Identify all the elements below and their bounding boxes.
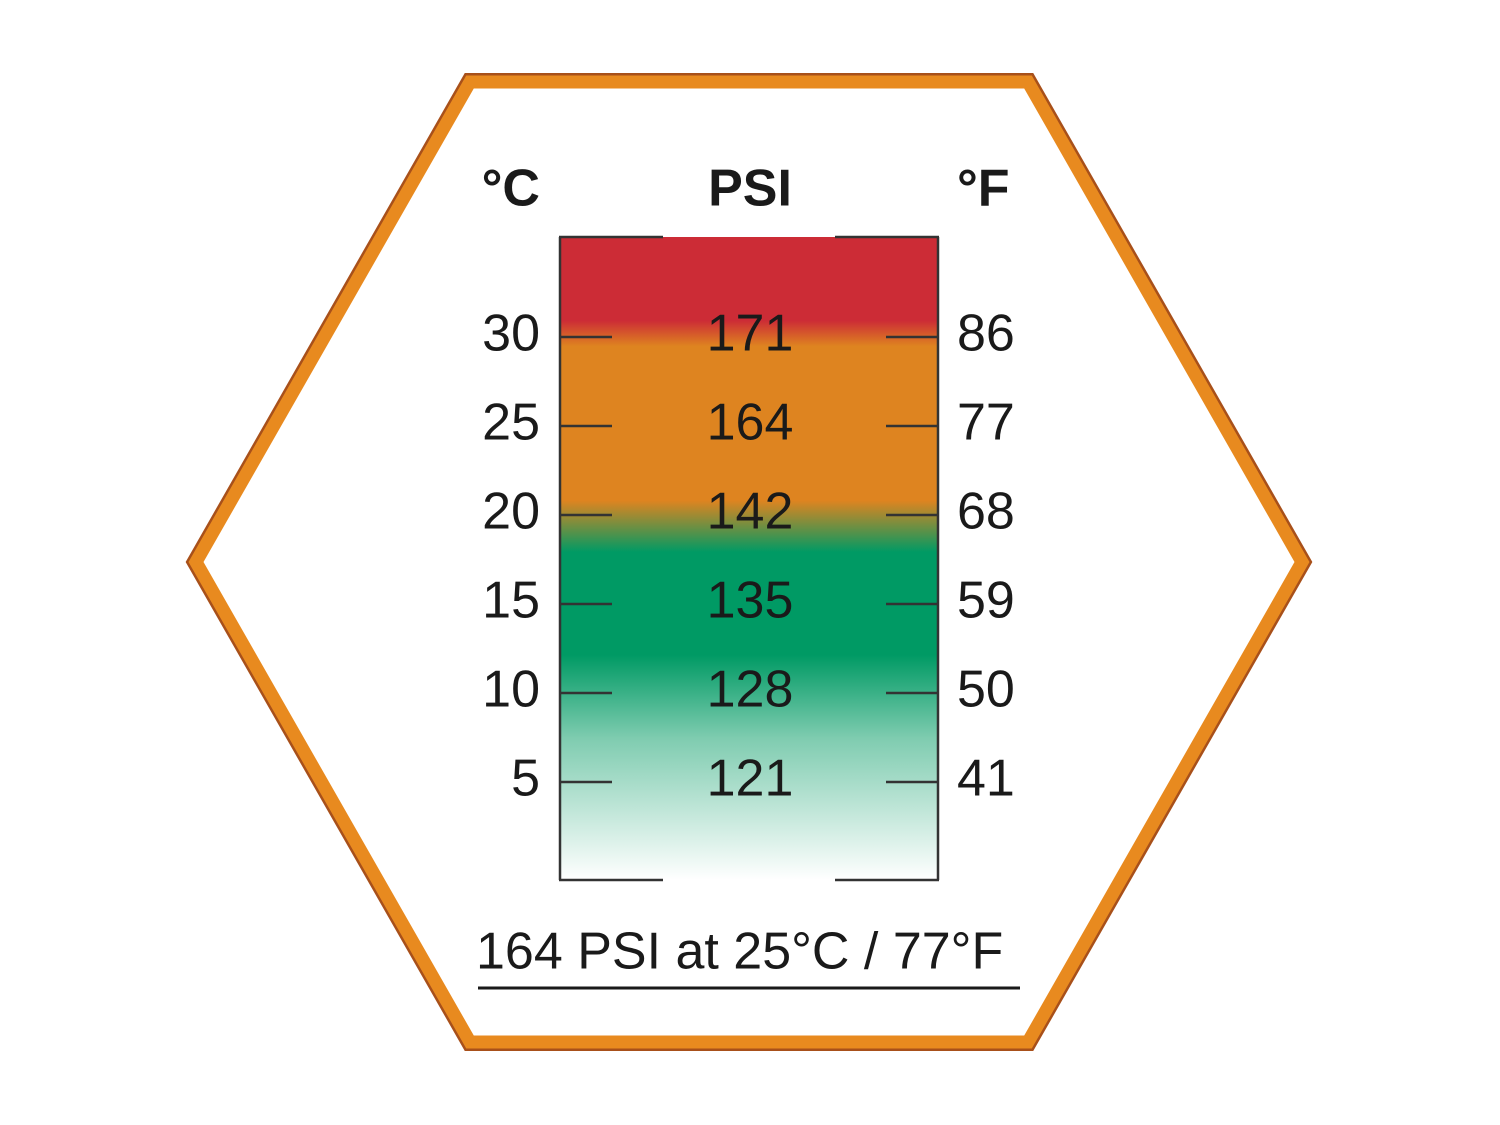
fahrenheit-value: 41 (957, 750, 1015, 808)
celsius-value: 25 (482, 394, 540, 452)
psi-value: 142 (707, 483, 794, 541)
celsius-value: 15 (482, 572, 540, 630)
celsius-value: 20 (482, 483, 540, 541)
fahrenheit-value: 77 (957, 394, 1015, 452)
fahrenheit-header: °F (957, 160, 1010, 218)
psi-value: 128 (707, 661, 794, 719)
celsius-header: °C (482, 160, 540, 218)
psi-header: PSI (708, 160, 792, 218)
psi-value: 171 (707, 305, 794, 363)
celsius-value: 5 (511, 750, 540, 808)
rows: 30 171 86 25 164 77 20 142 68 15 135 59 10 128 50 5 121 4… (482, 305, 1015, 808)
fahrenheit-value: 86 (957, 305, 1015, 363)
psi-value: 121 (707, 750, 794, 808)
gauge-frame (558, 235, 940, 882)
gauge-gradient (560, 237, 938, 880)
fahrenheit-value: 59 (957, 572, 1015, 630)
fahrenheit-value: 50 (957, 661, 1015, 719)
psi-value: 135 (707, 572, 794, 630)
footer: 164 PSI at 25°C / 77°F (476, 923, 1003, 981)
celsius-value: 30 (482, 305, 540, 363)
psi-value: 164 (707, 394, 794, 452)
celsius-value: 10 (482, 661, 540, 719)
fahrenheit-value: 68 (957, 483, 1015, 541)
